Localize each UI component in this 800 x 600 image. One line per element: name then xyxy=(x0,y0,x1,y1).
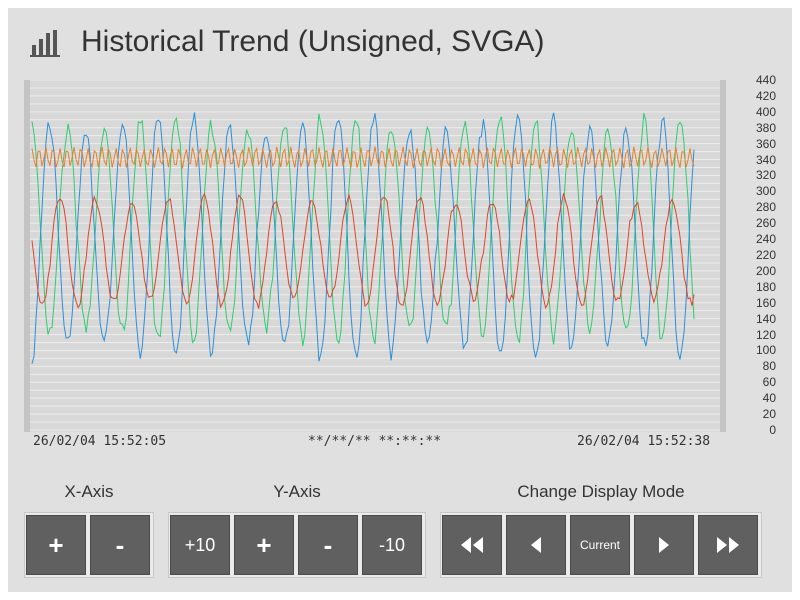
back-button[interactable] xyxy=(506,515,566,575)
plot-area xyxy=(24,80,726,432)
display-mode-group-label: Change Display Mode xyxy=(517,482,685,501)
triangle-right-icon xyxy=(659,537,669,553)
y-tick-label: 240 xyxy=(755,232,776,247)
forward-button[interactable] xyxy=(634,515,694,575)
y-tick-label: 280 xyxy=(755,200,776,215)
double-triangle-left-icon xyxy=(461,537,483,553)
y-tick-label: 420 xyxy=(755,88,776,103)
y-tick-label: 340 xyxy=(755,152,776,167)
bar-chart-icon xyxy=(30,30,60,57)
y-tick-label: 200 xyxy=(755,263,776,278)
start-time-label: 26/02/04 15:52:05 xyxy=(33,434,167,449)
y-tick-label: 360 xyxy=(755,136,776,151)
page-title: Historical Trend (Unsigned, SVGA) xyxy=(81,25,545,58)
plot-edge-strip xyxy=(720,80,726,432)
x-axis-minus-label: - xyxy=(115,530,125,560)
y-tick-label: 0 xyxy=(769,423,776,437)
y-axis-minus-button[interactable]: - xyxy=(298,515,358,575)
cursor-time-label: **/**/** **:**:** xyxy=(308,434,442,449)
y-axis-plus-button[interactable]: + xyxy=(234,515,294,575)
trend-chart xyxy=(24,80,726,432)
y-tick-label: 220 xyxy=(755,248,776,262)
x-axis-plus-label: + xyxy=(48,530,64,560)
x-axis-minus-button[interactable]: - xyxy=(90,515,150,575)
series-line-1 xyxy=(31,113,695,347)
current-label: Current xyxy=(579,538,620,552)
y-tick-label: 320 xyxy=(755,168,776,183)
y-tick-label: 180 xyxy=(755,279,776,294)
y-axis-minus10-label: -10 xyxy=(378,534,405,555)
plot-edge-strip xyxy=(24,80,30,432)
y-tick-label: 260 xyxy=(755,216,776,231)
y-tick-label: 300 xyxy=(755,184,776,199)
y-tick-label: 60 xyxy=(762,375,776,390)
y-axis-plus10-label: +10 xyxy=(184,534,216,555)
end-time-label: 26/02/04 15:52:38 xyxy=(577,434,711,449)
y-tick-label: 140 xyxy=(755,311,776,326)
triangle-left-icon xyxy=(531,537,541,553)
y-tick-label: 100 xyxy=(755,343,776,358)
y-tick-label: 80 xyxy=(762,359,776,374)
y-tick-label: 380 xyxy=(755,120,776,135)
x-axis-plus-button[interactable]: + xyxy=(26,515,86,575)
y-axis-minus10-button[interactable]: -10 xyxy=(362,515,422,575)
current-button[interactable]: Current xyxy=(570,515,630,575)
series-line-4 xyxy=(31,146,695,169)
y-axis-plus10-button[interactable]: +10 xyxy=(170,515,230,575)
y-axis-plus-label: + xyxy=(256,530,272,560)
y-axis-group-label: Y-Axis xyxy=(273,482,321,501)
y-tick-label: 440 xyxy=(755,73,776,87)
x-axis-group-label: X-Axis xyxy=(64,482,114,501)
series-line-3 xyxy=(31,192,695,310)
y-tick-label: 160 xyxy=(755,295,776,310)
y-axis-minus-label: - xyxy=(323,530,333,560)
y-tick-label: 20 xyxy=(762,407,776,422)
double-triangle-right-icon xyxy=(717,537,739,553)
y-tick-label: 120 xyxy=(755,327,776,342)
fast-back-button[interactable] xyxy=(442,515,502,575)
y-tick-label: 40 xyxy=(762,391,776,406)
y-tick-label: 400 xyxy=(755,104,776,119)
series-line-2 xyxy=(31,112,695,364)
fast-forward-button[interactable] xyxy=(698,515,758,575)
